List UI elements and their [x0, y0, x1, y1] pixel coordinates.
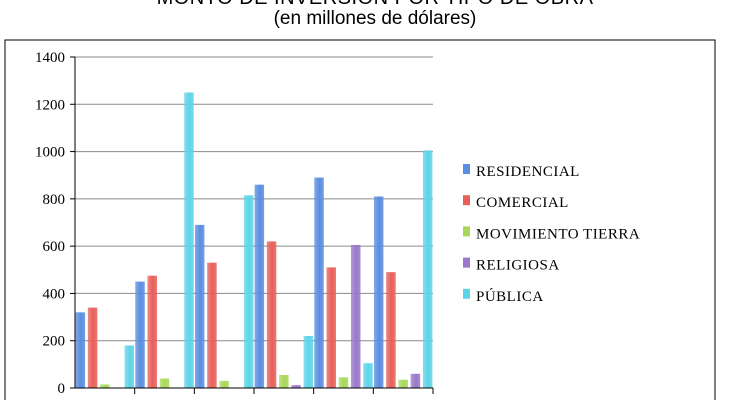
bar-pública-3 [243, 195, 254, 388]
y-tick-label: 400 [43, 286, 66, 302]
legend: RESIDENCIAL COMERCIAL MOVIMIENTO TIERRA REL… [463, 164, 640, 305]
legend-swatch [463, 164, 470, 174]
bar-comercial-6 [386, 272, 396, 388]
legend-swatch [463, 288, 470, 299]
bar-religiosa-5 [350, 244, 361, 388]
bar-comercial-4 [266, 241, 277, 388]
bar-residencial-3 [194, 224, 205, 388]
bar-movimiento-tierra-1 [100, 384, 110, 388]
bar-religiosa-4 [291, 385, 301, 388]
bar-movimiento-tierra-4 [279, 374, 289, 388]
y-tick-label: 1400 [35, 50, 65, 66]
bar-religiosa-6 [410, 373, 421, 388]
legend-label: COMERCIAL [476, 195, 569, 211]
y-tick-label: 1000 [35, 145, 65, 161]
legend-swatch [463, 257, 470, 268]
bar-pública-4 [303, 335, 314, 388]
bar-comercial-1 [87, 307, 98, 388]
bar-residencial-5 [314, 177, 324, 388]
bar-comercial-5 [326, 267, 337, 388]
bar-residencial-6 [373, 196, 384, 388]
bar-comercial-2 [147, 275, 158, 388]
y-tick-label: 1200 [35, 97, 65, 113]
bar-pública-6 [422, 150, 433, 388]
legend-label: RESIDENCIAL [476, 164, 580, 180]
bar-movimiento-tierra-3 [219, 380, 229, 388]
bar-movimiento-tierra-5 [338, 377, 349, 388]
y-tick-label: 600 [43, 239, 66, 255]
bar-pública-5 [363, 363, 373, 388]
y-tick-label: 0 [58, 381, 66, 397]
legend-label: PÚBLICA [476, 288, 544, 305]
bar-comercial-3 [207, 262, 217, 388]
bar-residencial-1 [75, 312, 86, 388]
chart-subtitle: (en millones de dólares) [273, 8, 477, 29]
legend-label: RELIGIOSA [476, 258, 560, 274]
legend-swatch [463, 195, 470, 206]
bars [75, 92, 433, 388]
bar-movimiento-tierra-6 [398, 379, 408, 388]
legend-label: MOVIMIENTO TIERRA [476, 226, 640, 242]
y-tick-label: 200 [43, 334, 66, 350]
y-tick-label: 800 [43, 192, 66, 208]
bar-pública-1 [124, 345, 135, 388]
bar-movimiento-tierra-2 [159, 378, 170, 388]
bar-residencial-4 [254, 184, 265, 388]
chart-title: MONTO DE INVERSIÓN POR TIPO DE OBRA [0, 0, 750, 10]
axes: 0 200 400 600 800 1000 1200 1400 [35, 50, 434, 397]
bar-residencial-2 [135, 281, 145, 388]
legend-swatch [463, 226, 470, 237]
chart-frame [4, 39, 716, 400]
bar-pública-2 [184, 92, 194, 388]
